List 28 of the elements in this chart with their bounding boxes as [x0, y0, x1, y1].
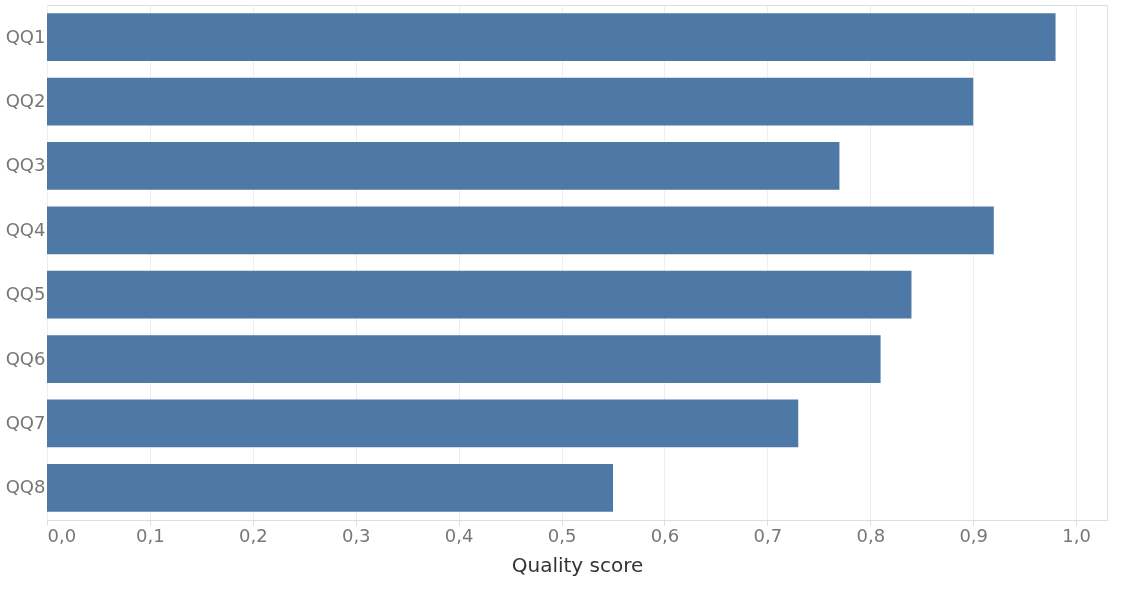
bar — [47, 13, 1056, 62]
x-tick-label: 0,0 — [47, 524, 77, 546]
y-tick-label: QQ4 — [5, 218, 46, 240]
bar — [47, 335, 881, 383]
x-tick-label: 0,4 — [444, 524, 474, 546]
x-tick-label: 0,9 — [959, 524, 989, 546]
bar — [47, 399, 799, 448]
y-tick-label: QQ8 — [5, 476, 46, 498]
y-tick-label: QQ6 — [5, 347, 46, 369]
x-tick-label: 0,6 — [650, 524, 680, 546]
y-tick-label: QQ7 — [5, 411, 46, 433]
y-tick-label: QQ2 — [5, 90, 46, 112]
x-tick-label: 0,7 — [753, 524, 783, 546]
bar — [47, 77, 974, 126]
x-tick-label: 0,5 — [547, 524, 577, 546]
x-axis-title: Quality score — [511, 552, 644, 577]
x-tick-label: 1,0 — [1062, 524, 1091, 546]
x-tick-label: 0,1 — [136, 524, 165, 546]
bar — [47, 463, 614, 512]
x-tick-label: 0,3 — [341, 524, 371, 546]
y-tick-label: QQ1 — [5, 25, 46, 47]
bar — [47, 206, 994, 255]
y-tick-label: QQ5 — [5, 283, 46, 305]
x-tick-label: 0,2 — [239, 524, 268, 546]
bar — [47, 142, 840, 190]
bar — [47, 270, 912, 319]
y-tick-label: QQ3 — [5, 154, 46, 176]
x-tick-label: 0,8 — [856, 524, 886, 546]
